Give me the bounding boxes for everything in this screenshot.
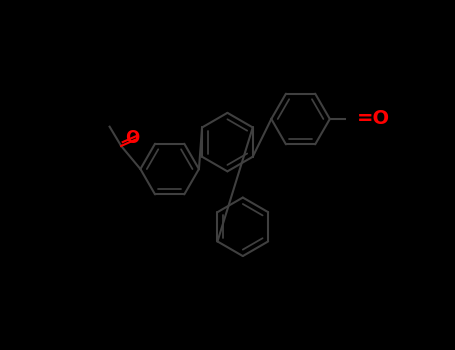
Text: =O: =O bbox=[357, 110, 390, 128]
Text: O: O bbox=[126, 129, 140, 147]
